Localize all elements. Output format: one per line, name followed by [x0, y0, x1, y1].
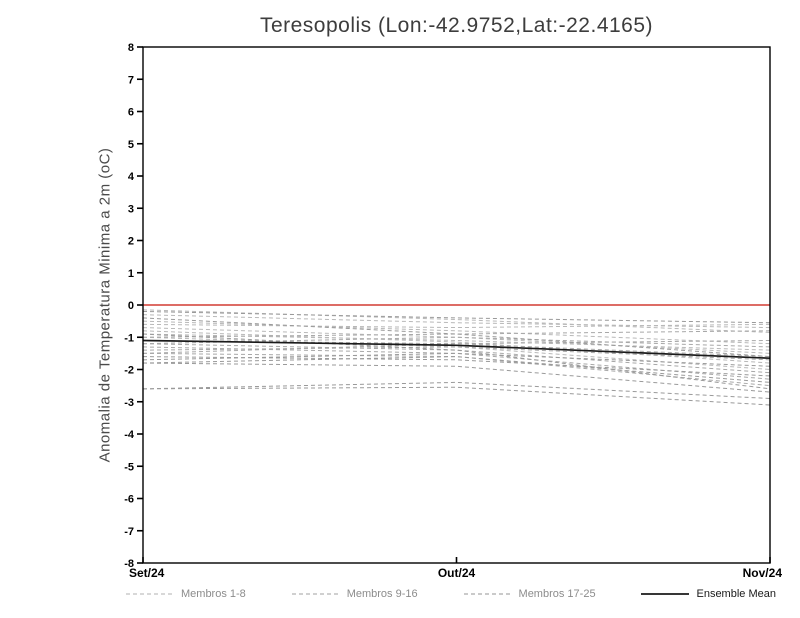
- chart-title: Teresopolis (Lon:-42.9752,Lat:-22.4165): [259, 14, 654, 37]
- svg-text:-7: -7: [124, 526, 134, 538]
- svg-text:6: 6: [128, 107, 134, 119]
- svg-text:-2: -2: [124, 365, 134, 377]
- svg-text:Out/24: Out/24: [438, 566, 476, 580]
- svg-text:5: 5: [128, 139, 134, 151]
- legend-label: Ensemble Mean: [696, 588, 776, 600]
- svg-text:7: 7: [128, 74, 134, 86]
- svg-text:8: 8: [128, 42, 134, 54]
- svg-text:-1: -1: [124, 332, 134, 344]
- svg-text:-8: -8: [124, 558, 134, 570]
- svg-text:3: 3: [128, 203, 134, 215]
- svg-text:Set/24: Set/24: [129, 566, 165, 580]
- dashed-line-sample-icon: [463, 593, 512, 595]
- dashed-line-sample-icon: [126, 593, 174, 595]
- svg-text:-3: -3: [124, 397, 134, 409]
- svg-text:0: 0: [128, 300, 134, 312]
- solid-line-sample-icon: [641, 593, 690, 595]
- legend-label: Membros 9-16: [346, 588, 418, 600]
- legend-item-membros-17-25: Membros 17-25: [463, 588, 596, 600]
- svg-text:1: 1: [128, 268, 134, 280]
- legend-item-membros-9-16: Membros 9-16: [291, 588, 418, 600]
- legend: Membros 1-8 Membros 9-16 Membros 17-25 E…: [126, 588, 776, 600]
- legend-label: Membros 17-25: [518, 588, 596, 600]
- svg-text:Nov/24: Nov/24: [743, 566, 783, 580]
- svg-text:2: 2: [128, 236, 134, 248]
- dashed-line-sample-icon: [291, 593, 340, 595]
- svg-text:-4: -4: [124, 429, 135, 441]
- legend-item-membros-1-8: Membros 1-8: [126, 588, 246, 600]
- svg-text:4: 4: [128, 171, 135, 183]
- legend-item-ensemble-mean: Ensemble Mean: [641, 588, 776, 600]
- svg-text:-6: -6: [124, 494, 134, 506]
- legend-label: Membros 1-8: [181, 588, 246, 600]
- svg-text:-5: -5: [124, 461, 134, 473]
